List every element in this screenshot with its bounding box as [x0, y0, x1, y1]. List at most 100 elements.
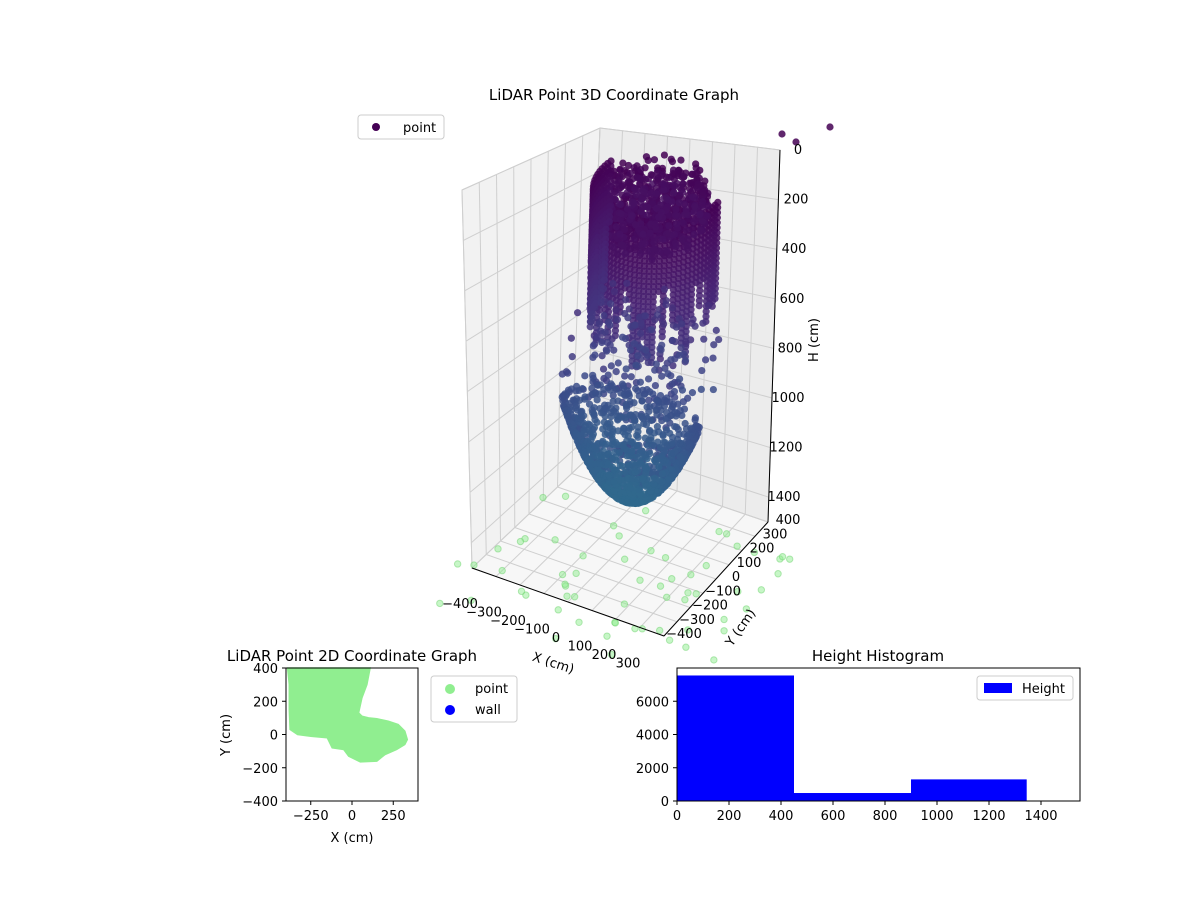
data-point [631, 235, 639, 243]
data-point [602, 225, 610, 233]
data-point [651, 220, 659, 228]
data-point [714, 198, 722, 207]
data-point [610, 288, 618, 296]
data-point [663, 409, 671, 417]
floor-point [757, 586, 766, 594]
floor-point [615, 532, 623, 540]
data-point [590, 404, 598, 412]
data-point [663, 203, 671, 211]
data-point [714, 203, 722, 212]
data-point [622, 365, 630, 373]
data-point [688, 389, 697, 397]
data-point [700, 335, 708, 343]
data-point [650, 156, 659, 164]
data-point [682, 327, 690, 336]
data-point [712, 244, 721, 252]
data-point [616, 166, 624, 174]
data-point [699, 319, 707, 327]
data-point [671, 211, 680, 219]
floor-point [551, 536, 559, 544]
data-point [692, 164, 700, 172]
y-tick-label: 0 [661, 795, 669, 810]
chart2d-legend-wall-marker [445, 705, 455, 715]
data-point [778, 130, 786, 138]
data-point [605, 218, 613, 226]
data-point [681, 356, 690, 365]
histogram-chart: Height Histogram 0 200 400 600 800 1000 1200 14… [636, 647, 1081, 824]
y-tick-label: 0 [270, 729, 278, 744]
2d-chart: LiDAR Point 2D Coordinate Graph −250 0 250… [219, 647, 518, 846]
floor-point [453, 560, 462, 568]
data-point [653, 311, 662, 319]
floor-point [620, 600, 629, 608]
histogram-bar [794, 793, 911, 801]
data-point [612, 404, 620, 412]
x-tick-label: 1000 [920, 809, 953, 824]
grid-left-y [478, 182, 487, 555]
data-point [633, 441, 642, 450]
data-point [606, 419, 614, 427]
data-point [580, 412, 588, 420]
data-point [630, 340, 638, 348]
data-point [610, 346, 618, 354]
data-point [637, 319, 645, 327]
data-point [676, 407, 684, 415]
data-point [697, 385, 705, 393]
data-point [668, 304, 677, 312]
grid-left-y [542, 151, 549, 501]
data-point [667, 449, 676, 457]
y-tick-label: −300 [679, 613, 715, 628]
data-point [702, 307, 710, 315]
floor-point [517, 587, 526, 596]
data-point [669, 166, 678, 174]
data-point [644, 298, 652, 306]
data-point [643, 333, 651, 341]
data-point [691, 202, 699, 211]
chart2d-ylabel: Y (cm) [219, 714, 234, 757]
data-point [612, 385, 620, 394]
x-tick-label: 300 [616, 657, 641, 672]
data-point [676, 452, 684, 461]
data-point [690, 230, 698, 239]
data-point [676, 375, 684, 383]
data-point [715, 335, 723, 344]
floor-point [720, 615, 728, 624]
data-point [636, 378, 645, 386]
data-point [792, 138, 800, 146]
data-point [606, 172, 615, 180]
x-tick-label: 400 [769, 809, 794, 824]
data-point [631, 321, 639, 329]
floor-point [516, 537, 525, 546]
floor-point [722, 530, 731, 538]
data-point [591, 351, 599, 359]
grid-floor-x [591, 498, 701, 611]
chart3d-legend-box [357, 114, 445, 140]
x-tick-label: 200 [717, 809, 742, 824]
chart3d-title: LiDAR Point 3D Coordinate Graph [489, 86, 739, 104]
floor-point [742, 605, 751, 613]
x-tick-label: 0 [673, 809, 681, 824]
3d-chart: LiDAR Point 3D Coordinate Graph 02004006… [357, 86, 834, 677]
chart3d-legend-label: point [403, 121, 436, 136]
data-point [588, 315, 596, 323]
grid-left-y [528, 158, 532, 515]
data-point [699, 188, 707, 196]
data-point [589, 371, 597, 379]
data-point [626, 346, 635, 354]
data-point [629, 475, 637, 483]
histogram-bar [911, 779, 1027, 801]
data-point [612, 368, 620, 376]
data-point [614, 397, 622, 405]
data-point [649, 293, 657, 301]
data-point [646, 426, 654, 435]
data-point [597, 283, 605, 292]
floor-point [607, 650, 616, 659]
data-point [681, 419, 689, 428]
y-tick-label: −200 [242, 762, 278, 777]
data-point [631, 221, 640, 229]
y-tick-label: −400 [666, 627, 702, 642]
data-point [648, 338, 656, 346]
data-point [665, 173, 673, 182]
data-point [696, 281, 704, 290]
data-point [589, 430, 597, 438]
